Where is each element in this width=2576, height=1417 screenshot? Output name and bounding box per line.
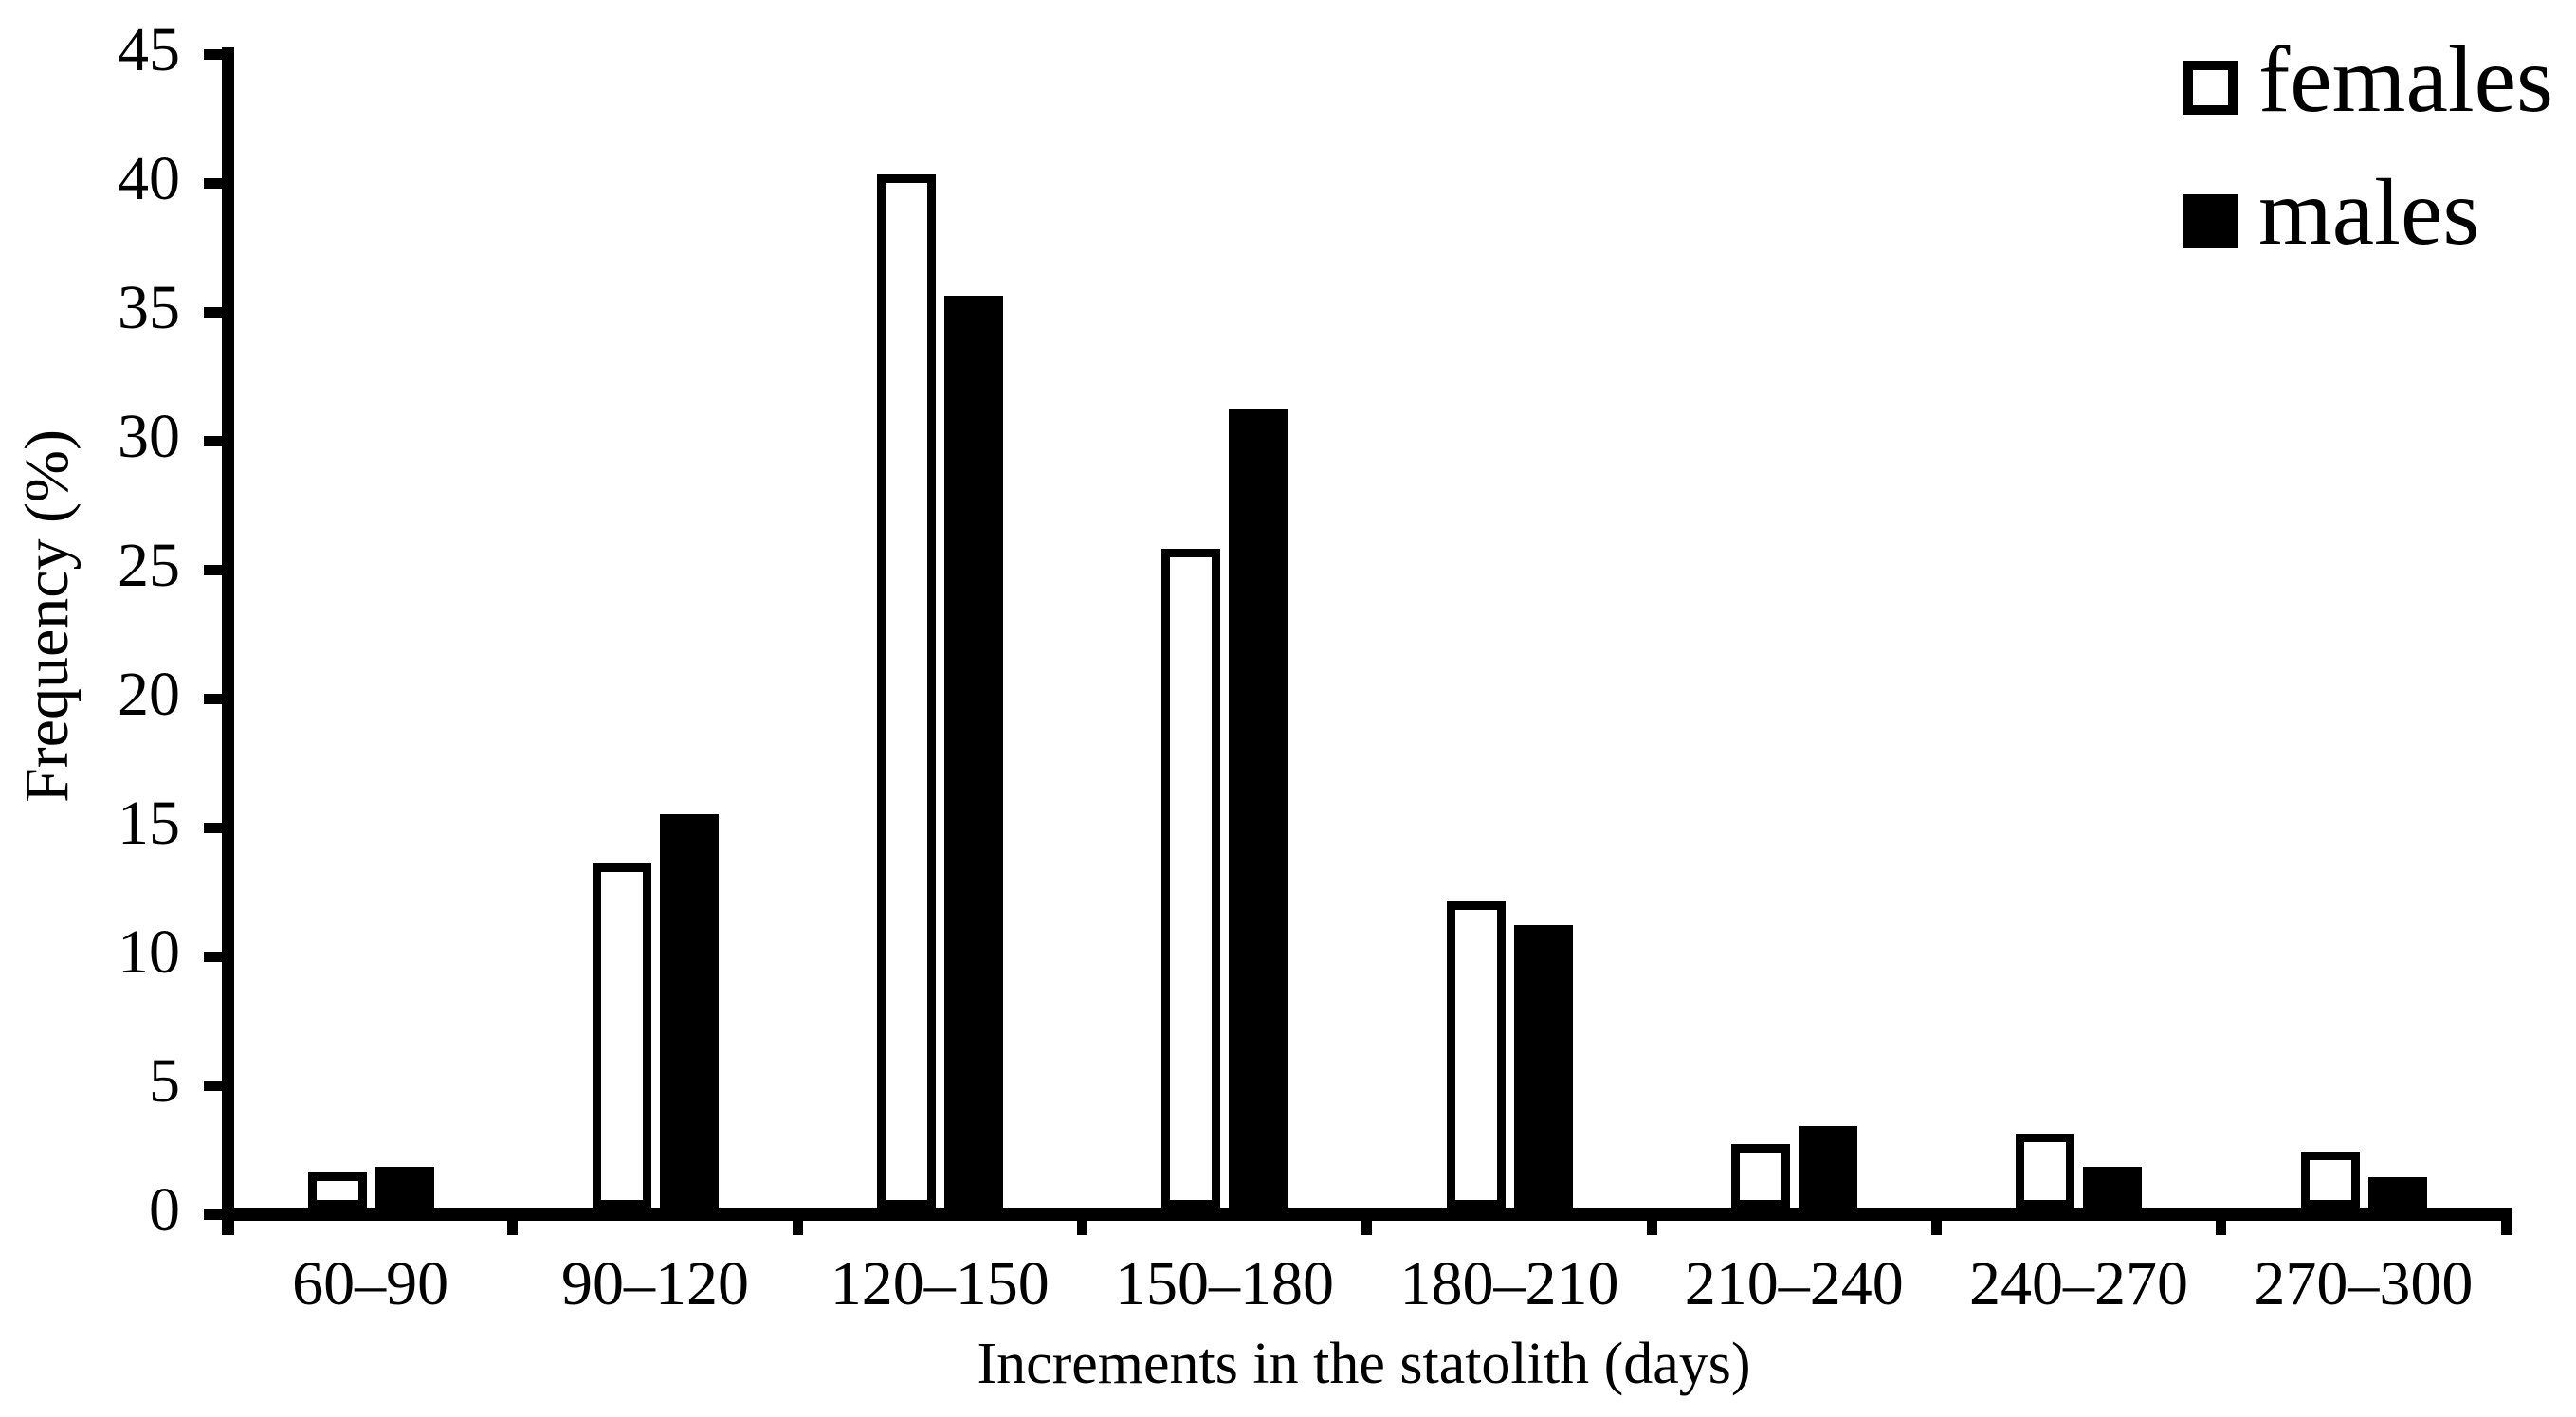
y-tick [204, 564, 223, 575]
x-category-label: 150–180 [1115, 1249, 1335, 1318]
bar-males [659, 814, 719, 1208]
legend-swatch-males [2183, 194, 2238, 248]
x-tick [792, 1220, 803, 1235]
y-tick-label: 35 [118, 273, 180, 342]
y-tick-label: 20 [118, 660, 180, 729]
y-tick [204, 306, 223, 318]
bar-females [2300, 1152, 2360, 1208]
y-tick-label: 15 [118, 789, 180, 858]
bar-males [2083, 1167, 2143, 1208]
x-tick [1930, 1220, 1942, 1235]
bar-males [1229, 409, 1288, 1208]
y-tick [204, 693, 223, 704]
y-tick [204, 1208, 223, 1220]
y-tick-label: 30 [118, 402, 180, 471]
x-axis-title: Increments in the statolith (days) [977, 1332, 1751, 1396]
bar-females [307, 1172, 367, 1208]
bar-males [375, 1167, 434, 1208]
bar-males [944, 296, 1004, 1208]
x-category-label: 210–240 [1684, 1249, 1904, 1318]
x-tick [2216, 1220, 2227, 1235]
x-category-label: 60–90 [292, 1249, 449, 1318]
y-tick [204, 822, 223, 833]
y-tick-label: 40 [118, 144, 180, 213]
legend-label-females: females [2258, 27, 2553, 132]
bar-females [1446, 901, 1506, 1208]
x-category-label: 270–300 [2254, 1249, 2474, 1318]
x-category-label: 90–120 [560, 1249, 749, 1318]
bar-females [2016, 1134, 2075, 1208]
bar-females [592, 863, 651, 1208]
y-tick [204, 1080, 223, 1091]
bar-females [877, 174, 937, 1208]
y-axis-line [222, 47, 234, 1235]
x-category-label: 120–150 [830, 1249, 1050, 1318]
y-tick [204, 48, 223, 60]
y-tick [204, 951, 223, 962]
x-category-label: 180–210 [1399, 1249, 1619, 1318]
x-category-label: 240–270 [1969, 1249, 2189, 1318]
y-tick-label: 0 [149, 1175, 180, 1244]
x-tick [1646, 1220, 1657, 1235]
y-tick-label: 25 [118, 531, 180, 600]
y-tick-label: 45 [118, 15, 180, 84]
y-tick [204, 435, 223, 446]
x-tick [1076, 1220, 1087, 1235]
legend-swatch-females [2183, 61, 2238, 115]
bar-males [2367, 1177, 2427, 1208]
x-tick [1361, 1220, 1373, 1235]
bar-females [1731, 1144, 1791, 1208]
y-tick-label: 10 [118, 917, 180, 987]
y-tick [204, 177, 223, 189]
legend-label-males: males [2258, 159, 2480, 264]
bar-males [1513, 925, 1573, 1208]
x-tick [2500, 1220, 2512, 1235]
y-tick-label: 5 [149, 1046, 180, 1116]
x-tick [223, 1220, 233, 1235]
bar-females [1161, 549, 1221, 1208]
y-axis-title: Frequency (%) [12, 428, 82, 804]
bar-males [1799, 1126, 1858, 1208]
x-axis-line [222, 1208, 2512, 1221]
x-tick [507, 1220, 519, 1235]
